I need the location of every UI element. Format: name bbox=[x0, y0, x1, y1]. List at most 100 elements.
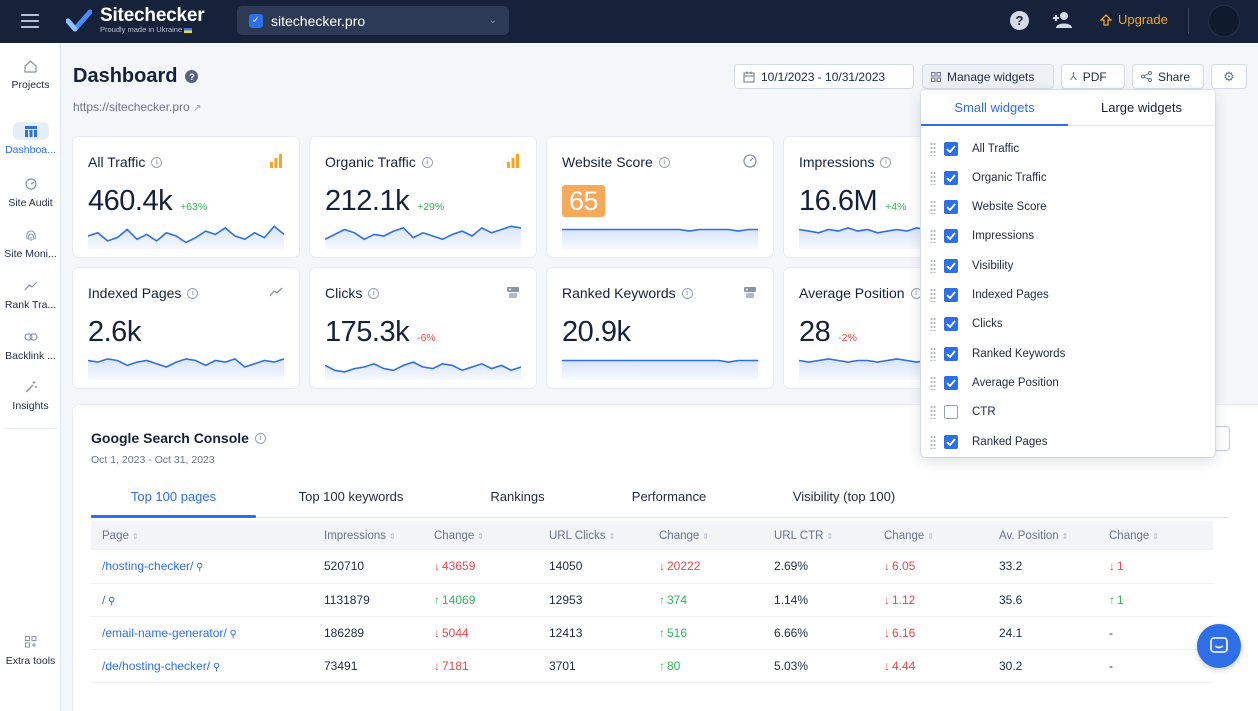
widget-option-ctr[interactable]: CTR bbox=[921, 398, 1215, 427]
tab-small-widgets[interactable]: Small widgets bbox=[954, 100, 1035, 115]
widget-checkbox[interactable] bbox=[944, 317, 958, 332]
drag-handle-icon[interactable] bbox=[930, 434, 936, 449]
logo[interactable]: Sitechecker Proudly made in Ukraine bbox=[66, 6, 205, 34]
av-position-cell-text: 30.2 bbox=[999, 658, 1023, 673]
widget-checkbox[interactable] bbox=[944, 200, 958, 215]
drag-handle-icon[interactable] bbox=[930, 405, 936, 420]
date-range-picker[interactable]: 10/1/2023 - 10/31/2023 bbox=[734, 64, 914, 89]
widget-checkbox[interactable] bbox=[944, 170, 958, 185]
chat-button[interactable] bbox=[1197, 624, 1241, 668]
column-header-url-clicks[interactable]: URL Clicks ⇕ bbox=[538, 521, 648, 550]
widget-card-all-traffic[interactable]: All Traffic i 460.4k +63% bbox=[73, 137, 299, 257]
widget-option-ranked-keywords[interactable]: Ranked Keywords bbox=[921, 339, 1215, 368]
widget-option-indexed-pages[interactable]: Indexed Pages bbox=[921, 281, 1215, 310]
drag-handle-icon[interactable] bbox=[930, 288, 936, 302]
search-icon[interactable]: ⚲ bbox=[226, 628, 237, 640]
widget-option-clicks[interactable]: Clicks bbox=[921, 310, 1215, 339]
sidebar-item-extra-tools[interactable]: Extra tools bbox=[0, 633, 61, 667]
widget-option-all-traffic[interactable]: All Traffic bbox=[921, 134, 1215, 163]
widget-checkbox[interactable] bbox=[944, 141, 958, 156]
page-link[interactable]: /hosting-checker/ ⚲ bbox=[91, 550, 313, 584]
sidebar-item-site-monitoring[interactable]: Site Moni... bbox=[0, 226, 61, 260]
info-icon[interactable]: i bbox=[880, 156, 892, 168]
search-icon[interactable]: ⚲ bbox=[210, 661, 221, 673]
widget-card-organic-traffic[interactable]: Organic Traffic i 212.1k +29% bbox=[310, 137, 536, 257]
avatar[interactable] bbox=[1208, 5, 1240, 37]
settings-button[interactable]: ⚙ bbox=[1211, 64, 1247, 89]
tab-large-widgets[interactable]: Large widgets bbox=[1101, 100, 1182, 115]
ukraine-flag-icon bbox=[184, 27, 193, 33]
widget-checkbox[interactable] bbox=[944, 229, 958, 244]
drag-handle-icon[interactable] bbox=[930, 346, 936, 361]
widget-option-ranked-pages[interactable]: Ranked Pages bbox=[921, 427, 1215, 456]
page-link[interactable]: /de/hosting-checker/ ⚲ bbox=[91, 649, 313, 683]
widget-card-website-score[interactable]: Website Score i 65 bbox=[547, 137, 773, 257]
info-icon[interactable]: i bbox=[910, 287, 922, 299]
share-button[interactable]: Share bbox=[1132, 64, 1204, 89]
menu-icon[interactable] bbox=[18, 12, 42, 30]
info-icon[interactable]: i bbox=[368, 287, 380, 299]
drag-handle-icon[interactable] bbox=[930, 375, 936, 390]
gsc-filter-button[interactable] bbox=[1208, 426, 1230, 451]
manage-widgets-button[interactable]: Manage widgets bbox=[922, 64, 1054, 89]
help-icon[interactable]: ? bbox=[185, 70, 199, 83]
site-selector[interactable]: ✓ sitechecker.pro ⌄ bbox=[237, 6, 509, 35]
drag-handle-icon[interactable] bbox=[930, 229, 936, 244]
page-link[interactable]: /email-name-generator/ ⚲ bbox=[91, 616, 313, 650]
sidebar-item-projects[interactable]: Projects bbox=[0, 57, 61, 91]
tab-rankings[interactable]: Rankings bbox=[490, 489, 545, 504]
drag-handle-icon[interactable] bbox=[930, 170, 936, 185]
widget-option-impressions[interactable]: Impressions bbox=[921, 222, 1215, 251]
sidebar-item-rank-tracker[interactable]: Rank Tra... bbox=[0, 277, 61, 311]
tab-top-100-keywords[interactable]: Top 100 keywords bbox=[298, 489, 404, 504]
widget-option-visibility[interactable]: Visibility bbox=[921, 251, 1215, 280]
page-link[interactable]: / ⚲ bbox=[91, 583, 313, 617]
widget-option-website-score[interactable]: Website Score bbox=[921, 193, 1215, 222]
search-icon[interactable]: ⚲ bbox=[193, 562, 204, 574]
widget-card-clicks[interactable]: Clicks i 175.3k -6% bbox=[310, 268, 536, 388]
drag-handle-icon[interactable] bbox=[930, 200, 936, 215]
info-icon[interactable]: i bbox=[421, 156, 433, 168]
column-header-change-8[interactable]: Change ⇕ bbox=[1098, 521, 1213, 550]
tab-visibility-top-100[interactable]: Visibility (top 100) bbox=[792, 489, 896, 504]
pdf-button[interactable]: ⅄ PDF bbox=[1061, 64, 1125, 89]
upgrade-button[interactable]: Upgrade bbox=[1100, 12, 1168, 27]
column-header-change-4[interactable]: Change ⇕ bbox=[648, 521, 763, 550]
widget-card-indexed-pages[interactable]: Indexed Pages i 2.6k bbox=[73, 268, 299, 388]
site-url-link[interactable]: https://sitechecker.pro ↗ bbox=[73, 100, 201, 114]
sidebar-item-site-audit[interactable]: Site Audit bbox=[0, 175, 61, 209]
column-header-change-2[interactable]: Change ⇕ bbox=[423, 521, 538, 550]
help-icon[interactable]: ? bbox=[1010, 11, 1029, 30]
add-user-icon[interactable] bbox=[1052, 10, 1074, 30]
widget-checkbox[interactable] bbox=[944, 258, 958, 273]
tab-top-100-pages[interactable]: Top 100 pages bbox=[130, 489, 217, 504]
widget-checkbox[interactable] bbox=[944, 375, 958, 390]
widget-checkbox[interactable] bbox=[944, 434, 958, 449]
info-icon[interactable]: i bbox=[658, 156, 670, 168]
info-icon[interactable]: i bbox=[151, 156, 163, 168]
column-header-change-6[interactable]: Change ⇕ bbox=[873, 521, 988, 550]
sidebar-item-backlinks[interactable]: Backlink ... bbox=[0, 328, 61, 362]
column-header-url-ctr[interactable]: URL CTR ⇕ bbox=[763, 521, 873, 550]
info-icon[interactable]: i bbox=[254, 432, 266, 444]
column-header-impressions[interactable]: Impressions ⇕ bbox=[313, 521, 423, 550]
widget-option-average-position[interactable]: Average Position bbox=[921, 368, 1215, 397]
sidebar-item-dashboard[interactable]: Dashboa... bbox=[0, 122, 61, 156]
url-clicks-cell: 14050 bbox=[538, 550, 648, 584]
sidebar-item-insights[interactable]: Insights bbox=[0, 378, 61, 412]
search-icon[interactable]: ⚲ bbox=[105, 595, 116, 607]
arrow-down-icon: ↓ bbox=[434, 625, 440, 640]
column-header-av-position[interactable]: Av. Position ⇕ bbox=[988, 521, 1098, 550]
tab-performance[interactable]: Performance bbox=[631, 489, 707, 504]
info-icon[interactable]: i bbox=[187, 287, 199, 299]
drag-handle-icon[interactable] bbox=[930, 141, 936, 156]
widget-card-ranked-keywords[interactable]: Ranked Keywords i 20.9k bbox=[547, 268, 773, 388]
drag-handle-icon[interactable] bbox=[930, 258, 936, 273]
widget-option-organic-traffic[interactable]: Organic Traffic bbox=[921, 163, 1215, 192]
widget-checkbox[interactable] bbox=[944, 405, 958, 420]
info-icon[interactable]: i bbox=[681, 287, 693, 299]
widget-checkbox[interactable] bbox=[944, 288, 958, 302]
drag-handle-icon[interactable] bbox=[930, 317, 936, 332]
widget-checkbox[interactable] bbox=[944, 346, 958, 361]
column-header-page[interactable]: Page ⇕ bbox=[91, 521, 313, 550]
